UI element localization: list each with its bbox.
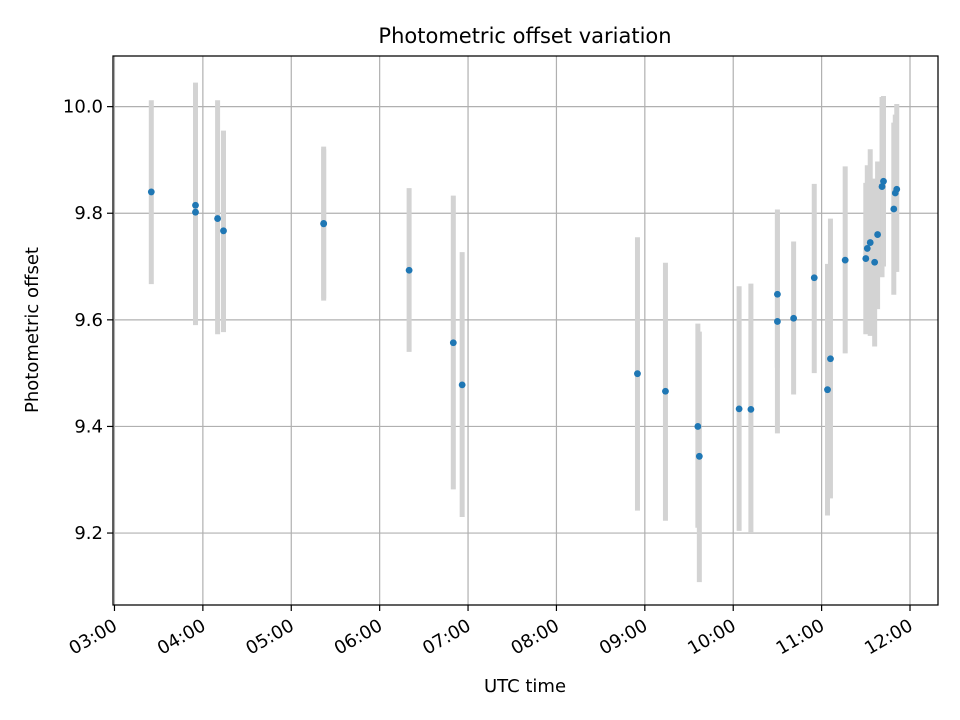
data-point [824, 386, 831, 394]
data-point [695, 452, 703, 460]
data-point [862, 255, 870, 262]
data-point [890, 205, 898, 213]
data-point [147, 188, 155, 196]
data-point [880, 177, 887, 185]
data-point [694, 423, 702, 430]
data-point [634, 370, 641, 378]
y-tick-label: 10.0 [63, 97, 103, 118]
y-tick-label: 9.4 [74, 416, 103, 437]
y-tick-label: 9.6 [74, 310, 103, 331]
grid-lines [113, 56, 938, 605]
data-point [458, 381, 466, 389]
data-point [735, 405, 743, 413]
data-point [774, 290, 781, 298]
data-point [863, 245, 871, 252]
x-axis-label: UTC time [484, 676, 566, 697]
y-axis-ticks: 9.2 9.4 9.6 9.8 10.0 [63, 97, 113, 544]
data-point [878, 183, 886, 190]
data-point [774, 318, 781, 325]
data-point [866, 239, 874, 246]
data-point [874, 231, 881, 238]
y-axis-label: Photometric offset [22, 247, 43, 413]
data-point [827, 355, 834, 363]
data-point [405, 266, 413, 274]
data-point [220, 227, 227, 235]
data-point [214, 215, 221, 222]
data-point [841, 256, 849, 264]
data-point [320, 220, 328, 228]
chart-title: Photometric offset variation [378, 24, 671, 48]
data-point [747, 405, 755, 413]
data-point [790, 314, 798, 322]
data-point [192, 208, 199, 216]
data-point [662, 387, 669, 395]
data-point [810, 274, 818, 282]
y-tick-label: 9.8 [74, 203, 103, 224]
data-point [192, 201, 199, 209]
data-point [871, 258, 879, 266]
data-point [449, 339, 457, 347]
y-tick-label: 9.2 [74, 523, 103, 544]
data-point [893, 185, 901, 193]
plot-frame [112, 55, 939, 606]
data-points [147, 177, 901, 460]
